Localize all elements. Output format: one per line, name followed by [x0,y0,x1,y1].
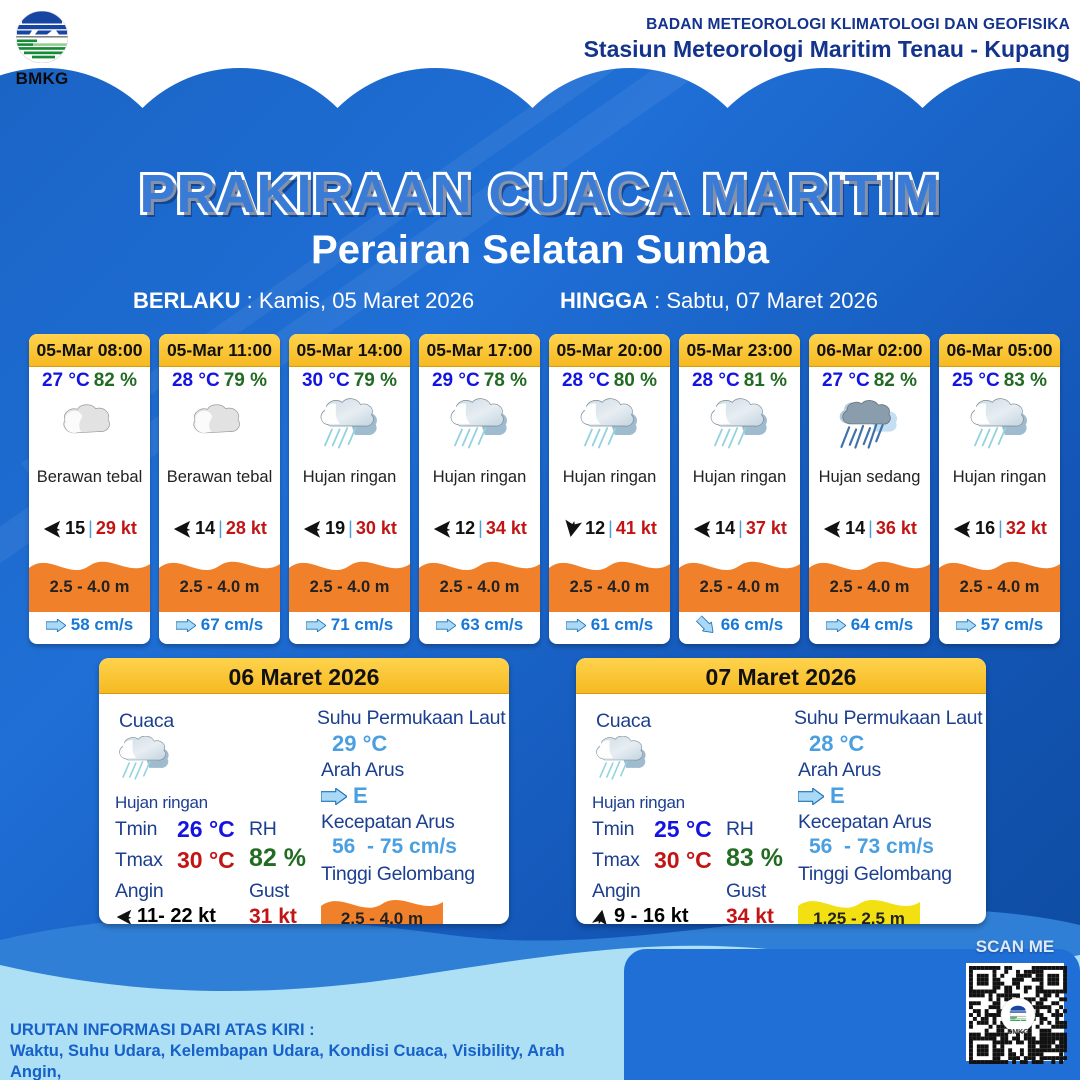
svg-text:BMKG: BMKG [1007,1029,1029,1036]
